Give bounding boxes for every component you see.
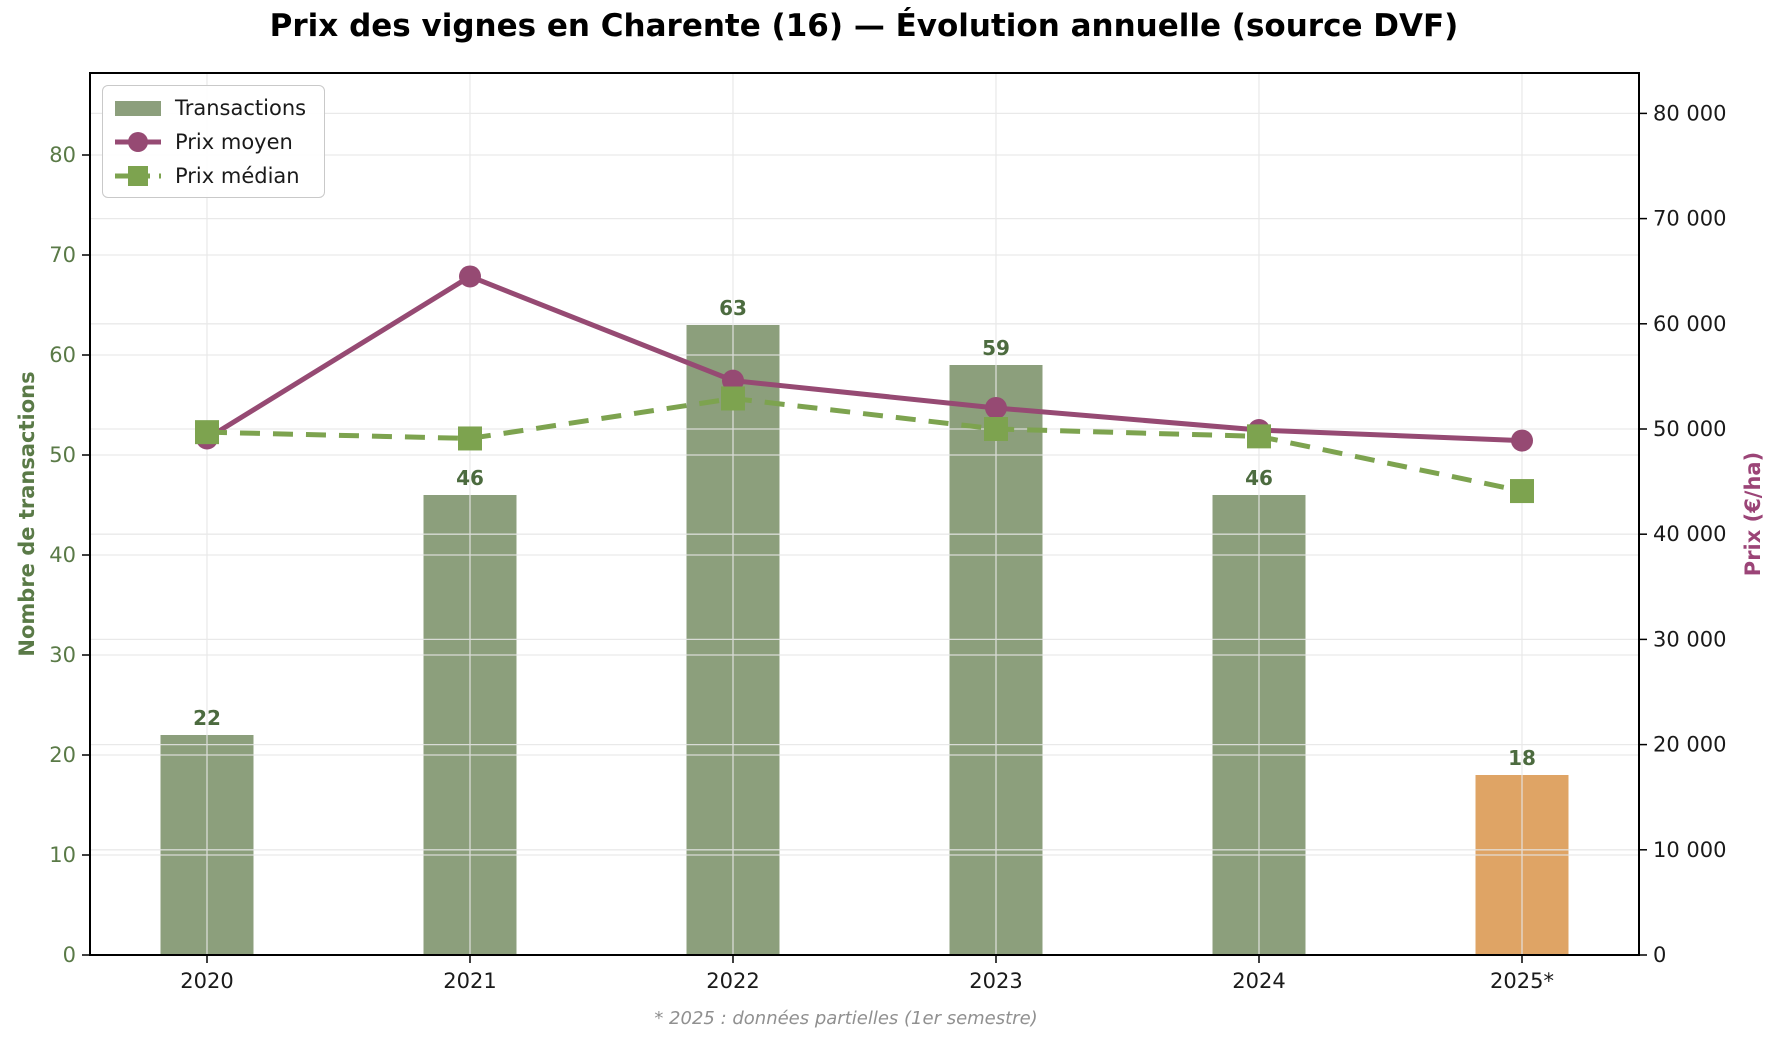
line-circle-icon bbox=[115, 131, 161, 152]
x-tick-label: 2022 bbox=[706, 969, 759, 993]
bar-label: 63 bbox=[719, 296, 747, 320]
prix-moyen-line bbox=[205, 273, 1523, 444]
chart-title: Prix des vignes en Charente (16) — Évolu… bbox=[269, 8, 1459, 44]
right-tick-label: 20 000 bbox=[1653, 733, 1726, 757]
legend-label: Prix moyen bbox=[175, 129, 293, 154]
left-tick-label: 80 bbox=[49, 143, 76, 167]
tick-marks bbox=[82, 112, 1647, 963]
legend-item-prix-median: Prix médian bbox=[113, 161, 306, 190]
x-tick-label: 2025* bbox=[1490, 969, 1554, 993]
gridlines bbox=[90, 73, 1639, 955]
left-tick-label: 40 bbox=[49, 543, 76, 567]
legend: Transactions Prix moyen Prix médian bbox=[102, 85, 326, 198]
right-tick-label: 50 000 bbox=[1653, 417, 1726, 441]
legend-item-transactions: Transactions bbox=[113, 93, 306, 122]
dash-square-icon bbox=[115, 165, 161, 186]
right-tick-label: 10 000 bbox=[1653, 838, 1726, 862]
right-tick-label: 0 bbox=[1653, 943, 1666, 967]
bar-label: 18 bbox=[1508, 746, 1536, 770]
right-tick-label: 70 000 bbox=[1653, 207, 1726, 231]
legend-label: Transactions bbox=[175, 95, 307, 120]
x-tick-label: 2020 bbox=[180, 969, 233, 993]
prix-median-marker bbox=[1247, 424, 1271, 449]
prix-moyen-marker bbox=[985, 396, 1007, 419]
legend-item-prix-moyen: Prix moyen bbox=[113, 127, 306, 156]
right-tick-label: 80 000 bbox=[1653, 101, 1726, 125]
prix-median-line bbox=[206, 395, 1523, 494]
prix-median-marker bbox=[984, 416, 1008, 441]
prix-moyen-marker bbox=[722, 369, 744, 392]
prix-median-marker bbox=[458, 426, 482, 451]
right-axis-label: Prix (€/ha) bbox=[1741, 451, 1765, 577]
prix-median-marker bbox=[721, 386, 745, 411]
x-tick-label: 2023 bbox=[969, 969, 1022, 993]
prix-median-marker bbox=[195, 420, 219, 445]
footnote: * 2025 : données partielles (1er semestr… bbox=[654, 1008, 1038, 1029]
bar-label: 46 bbox=[1245, 466, 1273, 490]
prix-median-marker bbox=[1510, 479, 1534, 504]
left-tick-label: 10 bbox=[49, 843, 76, 867]
left-axis-label: Nombre de transactions bbox=[15, 371, 39, 657]
left-tick-label: 30 bbox=[49, 643, 76, 667]
left-tick-label: 50 bbox=[49, 443, 76, 467]
left-tick-label: 70 bbox=[49, 243, 76, 267]
legend-label: Prix médian bbox=[175, 163, 300, 188]
prix-median-markers bbox=[195, 386, 1534, 504]
left-tick-label: 60 bbox=[49, 343, 76, 367]
plot-border bbox=[89, 72, 1640, 956]
bar-label: 46 bbox=[456, 466, 484, 490]
right-tick-labels: 0 10 000 20 000 30 000 40 000 50 000 60 000 70 … bbox=[1653, 101, 1726, 967]
x-tick-label: 2021 bbox=[443, 969, 496, 993]
left-tick-label: 0 bbox=[63, 943, 76, 967]
x-tick-label: 2024 bbox=[1232, 969, 1285, 993]
x-tick-labels: 2020 2021 2022 2023 2024 2025* bbox=[180, 969, 1554, 993]
right-tick-label: 30 000 bbox=[1653, 627, 1726, 651]
left-tick-labels: 0 10 20 30 40 50 60 70 80 bbox=[49, 143, 76, 967]
prix-moyen-markers bbox=[196, 265, 1533, 452]
left-tick-label: 20 bbox=[49, 743, 76, 767]
bar-label: 22 bbox=[193, 706, 221, 730]
bar-label: 59 bbox=[982, 336, 1010, 360]
prix-moyen-marker bbox=[459, 265, 481, 288]
prix-moyen-marker bbox=[1511, 429, 1533, 452]
right-tick-label: 40 000 bbox=[1653, 522, 1726, 546]
bar-swatch-icon bbox=[115, 100, 161, 116]
right-tick-label: 60 000 bbox=[1653, 312, 1726, 336]
bar-value-labels: 22 46 63 59 46 18 bbox=[193, 296, 1536, 770]
